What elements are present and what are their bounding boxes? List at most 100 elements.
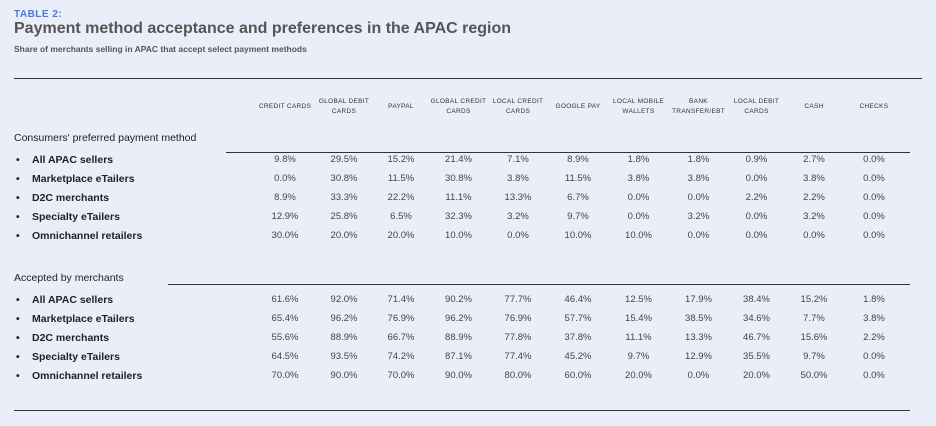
cell-value: 0.0% — [745, 173, 768, 184]
payment-table: CREDIT CARDS GLOBAL DEBIT CARDS PAYPAL GLOB… — [0, 88, 905, 385]
row-label: • Omnichannel retailers — [0, 366, 255, 385]
row-label-text: Omnichannel retailers — [32, 369, 143, 382]
cell-value: 11.1% — [625, 332, 652, 343]
cell-value: 35.5% — [743, 351, 770, 362]
cell-value: 9.7% — [803, 351, 825, 362]
cell-value: 29.5% — [330, 154, 358, 165]
cell-value: 74.2% — [387, 351, 415, 362]
cell-value: 88.9% — [445, 332, 472, 343]
column-header: LOCAL CREDIT CARDS — [492, 98, 544, 115]
cell-value: 70.0% — [271, 370, 299, 381]
bullet-icon: • — [16, 210, 20, 223]
column-header: CHECKS — [859, 103, 889, 110]
cell-value: 13.3% — [504, 192, 532, 203]
cell-value: 57.7% — [564, 313, 592, 324]
row-label: • All APAC sellers — [0, 290, 255, 309]
cell-value: 20.0% — [387, 230, 415, 241]
cell-value: 3.8% — [507, 173, 529, 184]
cell-value: 0.0% — [863, 154, 885, 165]
section-title: Consumers' preferred payment method — [14, 132, 197, 144]
cell-value: 8.9% — [567, 154, 589, 165]
cell-value: 30.8% — [330, 173, 358, 184]
cell-value: 66.7% — [387, 332, 415, 343]
page-subtitle: Share of merchants selling in APAC that … — [14, 44, 307, 54]
cell-value: 92.0% — [330, 294, 358, 305]
table-row: • Marketplace eTailers 65.4% 96.2% 76.9% 96.2… — [0, 309, 905, 328]
row-label-text: D2C merchants — [32, 331, 110, 344]
cell-value: 7.7% — [803, 313, 825, 324]
cell-value: 11.5% — [387, 173, 415, 184]
row-label: • D2C merchants — [0, 328, 255, 347]
table-row: • All APAC sellers 61.6% 92.0% 71.4% 90.2% 77.… — [0, 290, 905, 309]
bullet-icon: • — [16, 191, 20, 204]
cell-value: 90.2% — [445, 294, 472, 305]
cell-value: 10.0% — [564, 230, 592, 241]
cell-value: 1.8% — [863, 294, 885, 305]
cell-value: 12.5% — [625, 294, 652, 305]
cell-value: 2.2% — [745, 192, 768, 203]
cell-value: 8.9% — [274, 192, 296, 203]
cell-value: 50.0% — [800, 370, 828, 381]
cell-value: 70.0% — [387, 370, 415, 381]
cell-value: 30.0% — [271, 230, 299, 241]
cell-value: 10.0% — [625, 230, 652, 241]
cell-value: 22.2% — [387, 192, 415, 203]
row-label-text: Specialty eTailers — [32, 350, 120, 363]
cell-value: 3.2% — [687, 211, 710, 222]
section-title: Accepted by merchants — [14, 272, 124, 284]
cell-value: 10.0% — [445, 230, 472, 241]
cell-value: 0.0% — [627, 192, 650, 203]
top-divider — [14, 78, 922, 79]
row-label: • All APAC sellers — [0, 150, 255, 169]
cell-value: 0.0% — [507, 230, 529, 241]
cell-value: 55.6% — [271, 332, 299, 343]
table-row: • Omnichannel retailers 30.0% 20.0% 20.0% 10.… — [0, 226, 905, 245]
cell-value: 45.2% — [564, 351, 592, 362]
cell-value: 61.6% — [271, 294, 299, 305]
cell-value: 0.0% — [803, 230, 825, 241]
cell-value: 9.8% — [274, 154, 296, 165]
cell-value: 90.0% — [445, 370, 472, 381]
table-row: • D2C merchants 55.6% 88.9% 66.7% 88.9% 77.8% 3… — [0, 328, 905, 347]
cell-value: 34.6% — [743, 313, 770, 324]
header-row: CREDIT CARDS GLOBAL DEBIT CARDS PAYPAL GLOB… — [0, 88, 905, 126]
cell-value: 60.0% — [564, 370, 592, 381]
page-title: Payment method acceptance and preference… — [14, 20, 512, 37]
spacer — [0, 245, 905, 266]
cell-value: 96.2% — [330, 313, 358, 324]
column-header: CASH — [804, 103, 824, 110]
row-label-text: Marketplace eTailers — [32, 172, 135, 185]
cell-value: 96.2% — [445, 313, 472, 324]
cell-value: 3.8% — [687, 173, 710, 184]
section-2-divider — [168, 284, 910, 285]
cell-value: 0.0% — [745, 211, 768, 222]
cell-value: 7.1% — [507, 154, 529, 165]
cell-value: 2.2% — [803, 192, 825, 203]
cell-value: 77.8% — [504, 332, 532, 343]
column-header: GLOBAL DEBIT CARDS — [318, 98, 370, 115]
cell-value: 90.0% — [330, 370, 358, 381]
table-tag: TABLE 2: — [14, 9, 63, 20]
cell-value: 33.3% — [330, 192, 358, 203]
cell-value: 0.0% — [687, 370, 710, 381]
row-label: • Omnichannel retailers — [0, 226, 255, 245]
bullet-icon: • — [16, 369, 20, 382]
cell-value: 9.7% — [627, 351, 650, 362]
column-header: GLOBAL CREDIT CARDS — [430, 98, 487, 115]
cell-value: 77.7% — [504, 294, 532, 305]
cell-value: 0.0% — [687, 230, 710, 241]
cell-value: 0.0% — [863, 173, 885, 184]
bottom-divider — [14, 410, 910, 411]
cell-value: 17.9% — [685, 294, 712, 305]
cell-value: 3.2% — [507, 211, 529, 222]
cell-value: 3.2% — [803, 211, 825, 222]
cell-value: 0.0% — [687, 192, 710, 203]
cell-value: 12.9% — [685, 351, 712, 362]
row-label: • Specialty eTailers — [0, 347, 255, 366]
cell-value: 2.2% — [863, 332, 885, 343]
cell-value: 65.4% — [271, 313, 299, 324]
spacer-row — [0, 245, 905, 266]
cell-value: 9.7% — [567, 211, 589, 222]
cell-value: 71.4% — [387, 294, 415, 305]
